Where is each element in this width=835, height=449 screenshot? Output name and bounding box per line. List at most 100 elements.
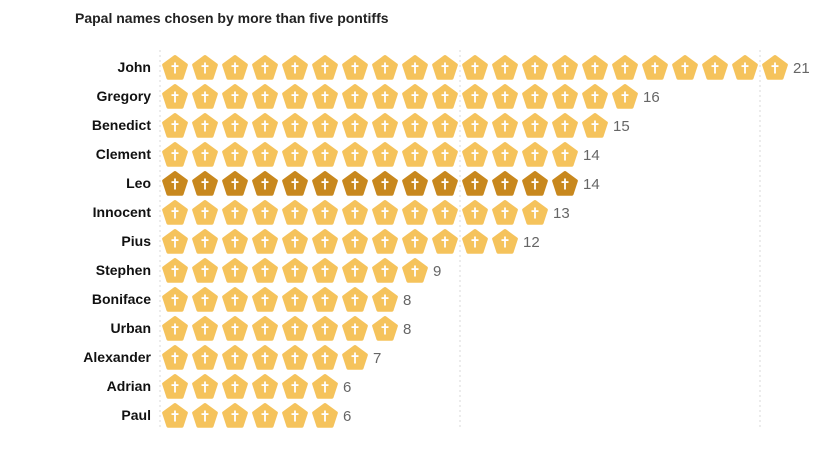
papal-mitre-icon bbox=[282, 229, 308, 254]
papal-mitre-icon bbox=[402, 229, 428, 254]
chart-row: Leo 14 bbox=[126, 171, 600, 196]
papal-mitre-icon bbox=[462, 142, 488, 167]
papal-mitre-icon bbox=[612, 84, 638, 109]
value-label: 6 bbox=[343, 408, 351, 425]
papal-mitre-icon bbox=[282, 55, 308, 80]
papal-mitre-icon bbox=[342, 113, 368, 138]
papal-mitre-icon bbox=[252, 316, 278, 341]
papal-mitre-icon bbox=[282, 345, 308, 370]
papal-mitre-icon bbox=[432, 142, 458, 167]
papal-mitre-icon bbox=[192, 287, 218, 312]
papal-mitre-icon bbox=[432, 200, 458, 225]
papal-mitre-icon bbox=[282, 113, 308, 138]
papal-mitre-icon bbox=[642, 55, 668, 80]
papal-mitre-icon bbox=[402, 142, 428, 167]
papal-mitre-icon bbox=[192, 258, 218, 283]
papal-mitre-icon bbox=[402, 200, 428, 225]
gridlines bbox=[159, 50, 761, 430]
value-label: 14 bbox=[583, 147, 600, 164]
papal-mitre-icon bbox=[552, 55, 578, 80]
papal-mitre-icon bbox=[582, 84, 608, 109]
chart-row: Benedict 15 bbox=[92, 113, 630, 138]
papal-mitre-icon bbox=[582, 55, 608, 80]
value-label: 8 bbox=[403, 292, 411, 309]
papal-mitre-icon bbox=[252, 229, 278, 254]
papal-mitre-icon bbox=[522, 113, 548, 138]
papal-mitre-icon bbox=[162, 200, 188, 225]
papal-mitre-icon bbox=[282, 374, 308, 399]
papal-mitre-icon bbox=[342, 200, 368, 225]
chart-row: Boniface 8 bbox=[92, 287, 411, 312]
papal-mitre-icon bbox=[192, 113, 218, 138]
papal-mitre-icon bbox=[282, 403, 308, 428]
category-label: Adrian bbox=[107, 378, 151, 394]
papal-mitre-icon bbox=[372, 142, 398, 167]
papal-mitre-icon bbox=[492, 200, 518, 225]
value-label: 21 bbox=[793, 60, 810, 77]
papal-mitre-icon bbox=[522, 200, 548, 225]
papal-mitre-icon bbox=[252, 200, 278, 225]
papal-mitre-icon bbox=[222, 55, 248, 80]
papal-mitre-icon bbox=[312, 200, 338, 225]
papal-mitre-icon bbox=[252, 113, 278, 138]
papal-mitre-icon bbox=[402, 55, 428, 80]
chart-row: Gregory 16 bbox=[97, 84, 660, 109]
papal-mitre-icon bbox=[312, 113, 338, 138]
value-label: 7 bbox=[373, 350, 381, 367]
papal-mitre-icon bbox=[192, 345, 218, 370]
papal-mitre-icon bbox=[222, 345, 248, 370]
papal-mitre-icon bbox=[312, 55, 338, 80]
papal-mitre-icon bbox=[282, 287, 308, 312]
papal-mitre-icon bbox=[522, 142, 548, 167]
papal-mitre-icon bbox=[342, 55, 368, 80]
papal-mitre-icon bbox=[432, 55, 458, 80]
papal-mitre-icon bbox=[222, 113, 248, 138]
papal-mitre-icon bbox=[282, 171, 308, 196]
papal-mitre-icon bbox=[222, 374, 248, 399]
category-label: Benedict bbox=[92, 117, 151, 133]
category-label: Gregory bbox=[97, 88, 152, 104]
value-label: 13 bbox=[553, 205, 570, 222]
papal-mitre-icon bbox=[282, 84, 308, 109]
papal-mitre-icon bbox=[462, 171, 488, 196]
papal-mitre-icon bbox=[222, 403, 248, 428]
chart-title: Papal names chosen by more than five pon… bbox=[75, 10, 389, 26]
papal-mitre-icon bbox=[492, 229, 518, 254]
papal-mitre-icon bbox=[192, 171, 218, 196]
category-label: Innocent bbox=[93, 204, 152, 220]
papal-mitre-icon bbox=[432, 171, 458, 196]
papal-mitre-icon bbox=[372, 287, 398, 312]
papal-mitre-icon bbox=[402, 84, 428, 109]
chart-row: Urban 8 bbox=[111, 316, 411, 341]
papal-mitre-icon bbox=[372, 55, 398, 80]
category-label: Clement bbox=[96, 146, 152, 162]
category-label: John bbox=[118, 59, 151, 75]
papal-mitre-icon bbox=[552, 113, 578, 138]
papal-mitre-icon bbox=[252, 84, 278, 109]
papal-mitre-icon bbox=[252, 55, 278, 80]
papal-mitre-icon bbox=[492, 171, 518, 196]
papal-mitre-icon bbox=[252, 403, 278, 428]
papal-mitre-icon bbox=[312, 142, 338, 167]
papal-mitre-icon bbox=[432, 84, 458, 109]
papal-mitre-icon bbox=[492, 113, 518, 138]
papal-mitre-icon bbox=[372, 316, 398, 341]
category-label: Stephen bbox=[96, 262, 151, 278]
papal-mitre-icon bbox=[192, 316, 218, 341]
papal-mitre-icon bbox=[192, 55, 218, 80]
papal-mitre-icon bbox=[342, 345, 368, 370]
papal-mitre-icon bbox=[162, 403, 188, 428]
papal-mitre-icon bbox=[342, 287, 368, 312]
papal-mitre-icon bbox=[342, 229, 368, 254]
papal-mitre-icon bbox=[162, 84, 188, 109]
papal-mitre-icon bbox=[282, 316, 308, 341]
papal-mitre-icon bbox=[222, 258, 248, 283]
papal-mitre-icon bbox=[312, 84, 338, 109]
papal-mitre-icon bbox=[612, 55, 638, 80]
papal-mitre-icon bbox=[312, 229, 338, 254]
papal-mitre-icon bbox=[372, 113, 398, 138]
papal-mitre-icon bbox=[252, 171, 278, 196]
papal-mitre-icon bbox=[522, 84, 548, 109]
papal-mitre-icon bbox=[312, 316, 338, 341]
value-label: 14 bbox=[583, 176, 600, 193]
